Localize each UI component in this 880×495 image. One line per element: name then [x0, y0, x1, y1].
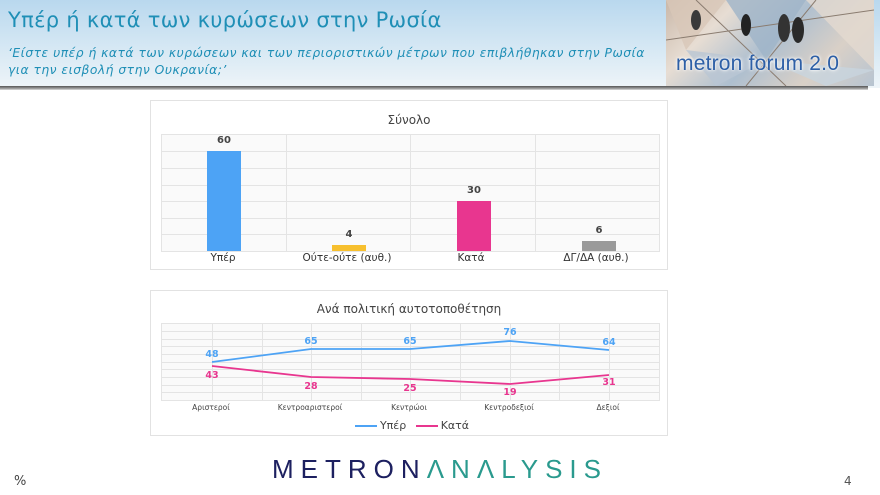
gridline: [510, 324, 511, 400]
gridline: [410, 324, 411, 400]
total-bar-chart: Σύνολο 60 4 30 6 Υπέρ Ούτε-ούτε (αυθ.) Κ…: [150, 100, 668, 270]
slide-title: Υπέρ ή κατά των κυρώσεων στην Ρωσία: [8, 8, 442, 32]
value-kata-kentroi: 25: [403, 383, 417, 394]
bar-value-kata: 30: [467, 185, 481, 196]
chart-title: Σύνολο: [387, 113, 431, 127]
legend-label-kata: Κατά: [440, 419, 470, 432]
chart-legend: Υπέρ Κατά: [151, 419, 667, 432]
line-yper: [211, 340, 610, 363]
gridline: [286, 135, 287, 251]
gridline: [535, 135, 536, 251]
value-yper-dexioi: 64: [602, 337, 616, 348]
chart-title: Ανά πολιτική αυτοτοποθέτηση: [316, 302, 502, 316]
value-yper-kentrodexioi: 76: [503, 327, 517, 338]
metron-analysis-logo: METRONΛNΛLYSIS: [0, 454, 880, 485]
bar-plot-area: 60 4 30 6: [161, 134, 660, 252]
question-text: ‘Είστε υπέρ ή κατά των κυρώσεων και των …: [8, 45, 645, 79]
legend-swatch-kata: [415, 425, 438, 427]
unit-label: %: [14, 474, 27, 489]
category-label-aristeroi: Αριστεροί: [192, 403, 230, 412]
value-kata-dexioi: 31: [602, 377, 616, 388]
question-line-2: για την εισβολή στην Ουκρανία;’: [8, 63, 227, 77]
ideology-line-chart: Ανά πολιτική αυτοτοποθέτηση 48 65 65 76 …: [150, 290, 668, 436]
header-divider: [0, 86, 868, 90]
gridline: [559, 324, 560, 400]
gridline: [410, 135, 411, 251]
line-series: [211, 340, 610, 385]
bar-kata: [457, 201, 491, 251]
category-label-kentroaristeroi: Κεντροαριστεροί: [277, 403, 343, 412]
category-label-dexioi: Δεξιοί: [596, 403, 620, 412]
gridline: [361, 324, 362, 400]
brand-part-metron: METRON: [272, 454, 427, 484]
value-kata-aristeroi: 43: [205, 370, 219, 381]
bar-dg-da: [582, 241, 616, 251]
bar-value-yper: 60: [217, 135, 231, 146]
category-label-oute-oute: Ούτε-ούτε (αυθ.): [302, 252, 392, 264]
value-kata-kentroaristeroi: 28: [304, 381, 318, 392]
slide-header: Υπέρ ή κατά των κυρώσεων στην Ρωσία ‘Είσ…: [0, 0, 880, 88]
category-label-dg-da: ΔΓ/ΔΑ (αυθ.): [563, 252, 629, 264]
gridline: [460, 324, 461, 400]
logo-background-image: [666, 0, 874, 86]
bar-oute-oute: [332, 245, 366, 251]
bar-value-oute-oute: 4: [345, 229, 353, 240]
gridline: [609, 324, 610, 400]
line-plot-area: 48 65 65 76 64 43 28 25 19 31: [161, 323, 660, 401]
metron-forum-logo: metron forum 2.0: [666, 0, 874, 86]
logo-text: metron forum 2.0: [676, 52, 840, 75]
value-yper-kentroaristeroi: 65: [304, 336, 318, 347]
page-number: 4: [844, 474, 852, 488]
bar-value-dg-da: 6: [595, 225, 603, 236]
brand-part-analysis: ΛNΛLYSIS: [426, 454, 608, 484]
category-label-kentroi: Κεντρώοι: [391, 403, 427, 412]
value-yper-aristeroi: 48: [205, 349, 219, 360]
category-label-kentrodexioi: Κεντροδεξιοί: [484, 403, 534, 412]
bar-yper: [207, 151, 241, 251]
category-label-yper: Υπέρ: [210, 252, 236, 264]
legend-label-yper: Υπέρ: [379, 419, 407, 432]
gridline: [262, 324, 263, 400]
category-label-kata: Κατά: [457, 252, 485, 264]
gridline: [311, 324, 312, 400]
line-kata: [211, 365, 610, 385]
value-yper-kentroi: 65: [403, 336, 417, 347]
question-line-1: ‘Είστε υπέρ ή κατά των κυρώσεων και των …: [8, 46, 645, 60]
value-kata-kentrodexioi: 19: [503, 387, 517, 398]
legend-swatch-yper: [354, 425, 377, 427]
